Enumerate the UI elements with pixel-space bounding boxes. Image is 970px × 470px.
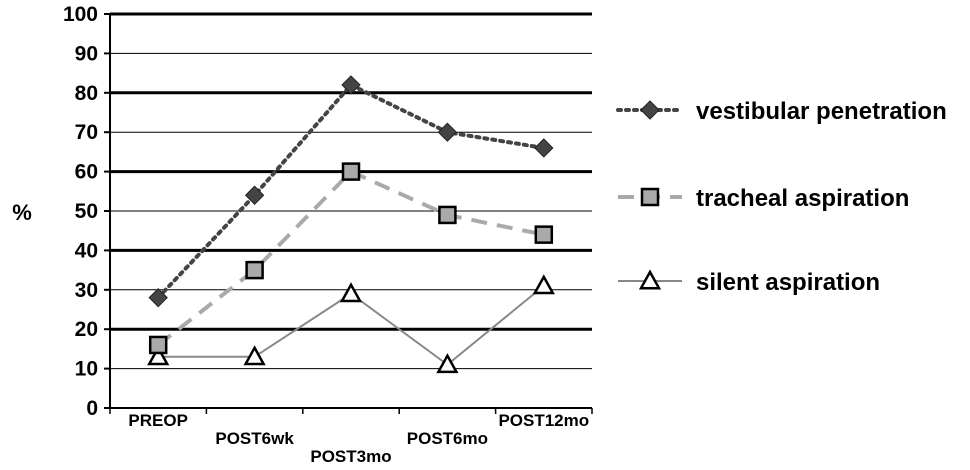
square-marker	[148, 335, 168, 355]
triangle-marker	[339, 282, 363, 303]
x-tick-label: POST6mo	[407, 429, 488, 448]
triangle-marker	[638, 269, 662, 290]
series-1	[148, 162, 554, 355]
legend-label: tracheal aspiration	[696, 185, 909, 212]
y-tick-label: 10	[75, 358, 98, 381]
series-line	[156, 82, 546, 300]
y-tick-labels: 0 10 20 30 40 50 60 70 80 90 100	[63, 3, 98, 420]
gridlines	[110, 12, 592, 370]
square-marker	[438, 205, 457, 225]
legend-label: vestibular penetration	[696, 98, 947, 125]
legend: vestibular penetration tracheal aspiratio…	[616, 98, 947, 296]
triangle-marker	[532, 274, 555, 295]
y-tick-label: 40	[75, 239, 98, 262]
y-tick-label: 90	[75, 42, 98, 65]
diamond-marker	[534, 138, 554, 158]
series-line	[156, 169, 545, 347]
y-tick-label: 30	[75, 279, 98, 302]
axes	[104, 13, 593, 414]
y-tick-label: 70	[75, 121, 98, 144]
y-tick-label: 100	[63, 3, 98, 26]
x-tick-label: POST12mo	[498, 411, 589, 430]
y-tick-label: 20	[75, 318, 98, 341]
y-tick-label: 50	[75, 200, 98, 223]
x-tick-label: POST6wk	[215, 429, 294, 448]
legend-label: silent aspiration	[696, 269, 880, 296]
square-marker	[640, 187, 660, 207]
triangle-marker	[147, 345, 170, 366]
x-tick-label: POST3mo	[310, 447, 391, 466]
series-2	[147, 274, 555, 374]
triangle-marker	[436, 353, 459, 374]
diamond-marker	[148, 287, 168, 308]
diamond-marker	[437, 122, 458, 142]
series-0	[148, 75, 554, 308]
square-marker	[245, 260, 264, 280]
triangle-marker	[243, 345, 266, 366]
y-tick-label: 0	[86, 397, 98, 420]
x-tick-label: PREOP	[128, 411, 188, 430]
series-group	[147, 75, 555, 374]
diamond-marker	[244, 185, 265, 205]
diamond-marker	[341, 75, 361, 95]
diamond-marker	[640, 100, 660, 120]
y-axis-label: %	[12, 200, 32, 225]
y-tick-label: 80	[75, 82, 98, 105]
square-marker	[341, 162, 361, 181]
x-tick-labels: PREOP POST6wk POST3mo POST6mo POST12mo	[128, 411, 589, 466]
square-marker	[534, 225, 554, 244]
y-tick-label: 60	[75, 161, 98, 184]
